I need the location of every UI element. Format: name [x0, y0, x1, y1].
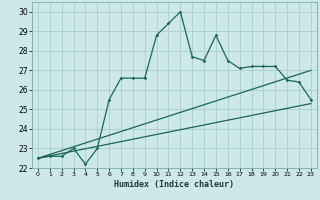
X-axis label: Humidex (Indice chaleur): Humidex (Indice chaleur) — [115, 180, 234, 189]
